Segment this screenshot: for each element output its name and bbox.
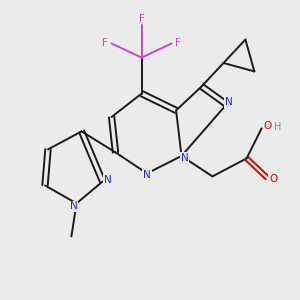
Text: N: N bbox=[143, 169, 151, 180]
Text: O: O bbox=[263, 121, 272, 131]
Text: F: F bbox=[175, 38, 181, 49]
Text: O: O bbox=[269, 174, 277, 184]
Text: N: N bbox=[225, 97, 233, 107]
Text: H: H bbox=[274, 122, 282, 132]
Text: N: N bbox=[70, 201, 77, 212]
Text: F: F bbox=[102, 38, 108, 49]
Text: F: F bbox=[139, 14, 145, 24]
Text: N: N bbox=[181, 153, 188, 163]
Text: N: N bbox=[104, 175, 112, 185]
